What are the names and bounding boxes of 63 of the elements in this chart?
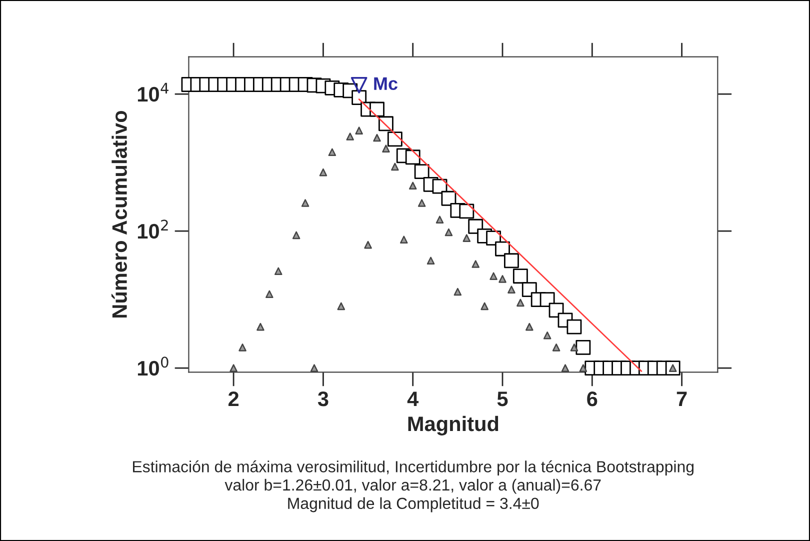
x-tick-label: 2 bbox=[228, 392, 239, 406]
point bbox=[566, 319, 582, 334]
point bbox=[310, 364, 318, 372]
point bbox=[480, 302, 488, 310]
y-tick-label: 10$^{2}$ bbox=[138, 220, 168, 239]
point bbox=[370, 102, 384, 117]
x-tick-label: 5 bbox=[497, 392, 508, 406]
text: Magnitud de la Completitud = 3.4±0 bbox=[288, 497, 539, 512]
point bbox=[444, 228, 453, 236]
point bbox=[462, 234, 471, 242]
point bbox=[350, 76, 368, 94]
point bbox=[292, 231, 300, 240]
series-label: Mc bbox=[374, 77, 398, 90]
point bbox=[364, 240, 372, 249]
point bbox=[391, 162, 399, 171]
y-axis-title: Número Acumulativo bbox=[111, 110, 127, 318]
point bbox=[256, 322, 264, 331]
point bbox=[319, 168, 328, 176]
y-tick-label: 10$^{4}$ bbox=[138, 82, 168, 102]
y-tick-label: 10$^{0}$ bbox=[138, 356, 168, 376]
point bbox=[405, 150, 420, 165]
point bbox=[266, 290, 274, 298]
text: Estimación de máxima verosimilitud, Incertidumbre por la técnica Bootstrapping bbox=[133, 460, 694, 476]
point bbox=[570, 344, 578, 352]
point bbox=[508, 286, 516, 294]
point bbox=[418, 199, 426, 207]
point bbox=[373, 134, 381, 142]
point bbox=[328, 148, 336, 156]
point bbox=[238, 344, 246, 352]
x-tick-label: 7 bbox=[676, 392, 687, 406]
point bbox=[561, 364, 570, 372]
x-tick-label: 3 bbox=[318, 392, 328, 406]
point bbox=[382, 144, 390, 152]
point bbox=[230, 364, 238, 372]
point bbox=[436, 216, 444, 224]
point bbox=[543, 332, 552, 340]
point bbox=[526, 322, 534, 331]
text: valor b=1.26±0.01, valor a=8.21, valor a (anual)=6.67 bbox=[224, 478, 601, 494]
point bbox=[490, 272, 498, 280]
x-tick-label: 4 bbox=[407, 392, 419, 406]
point bbox=[441, 190, 456, 206]
point bbox=[408, 182, 417, 190]
point bbox=[459, 204, 474, 219]
point bbox=[512, 268, 528, 284]
point bbox=[516, 298, 524, 307]
point bbox=[274, 267, 282, 276]
point bbox=[337, 302, 346, 310]
point bbox=[504, 253, 519, 268]
point bbox=[454, 288, 462, 296]
x-tick-label: 6 bbox=[587, 392, 598, 406]
point bbox=[579, 364, 588, 372]
point bbox=[301, 199, 310, 207]
point bbox=[576, 340, 591, 355]
x-axis-title: Magnitud bbox=[408, 416, 498, 436]
point bbox=[346, 132, 354, 140]
point bbox=[355, 126, 363, 134]
point bbox=[426, 256, 435, 265]
point bbox=[552, 344, 560, 352]
point bbox=[414, 164, 430, 179]
point bbox=[400, 236, 408, 244]
point bbox=[498, 275, 506, 283]
point bbox=[387, 132, 402, 147]
point bbox=[472, 260, 480, 268]
